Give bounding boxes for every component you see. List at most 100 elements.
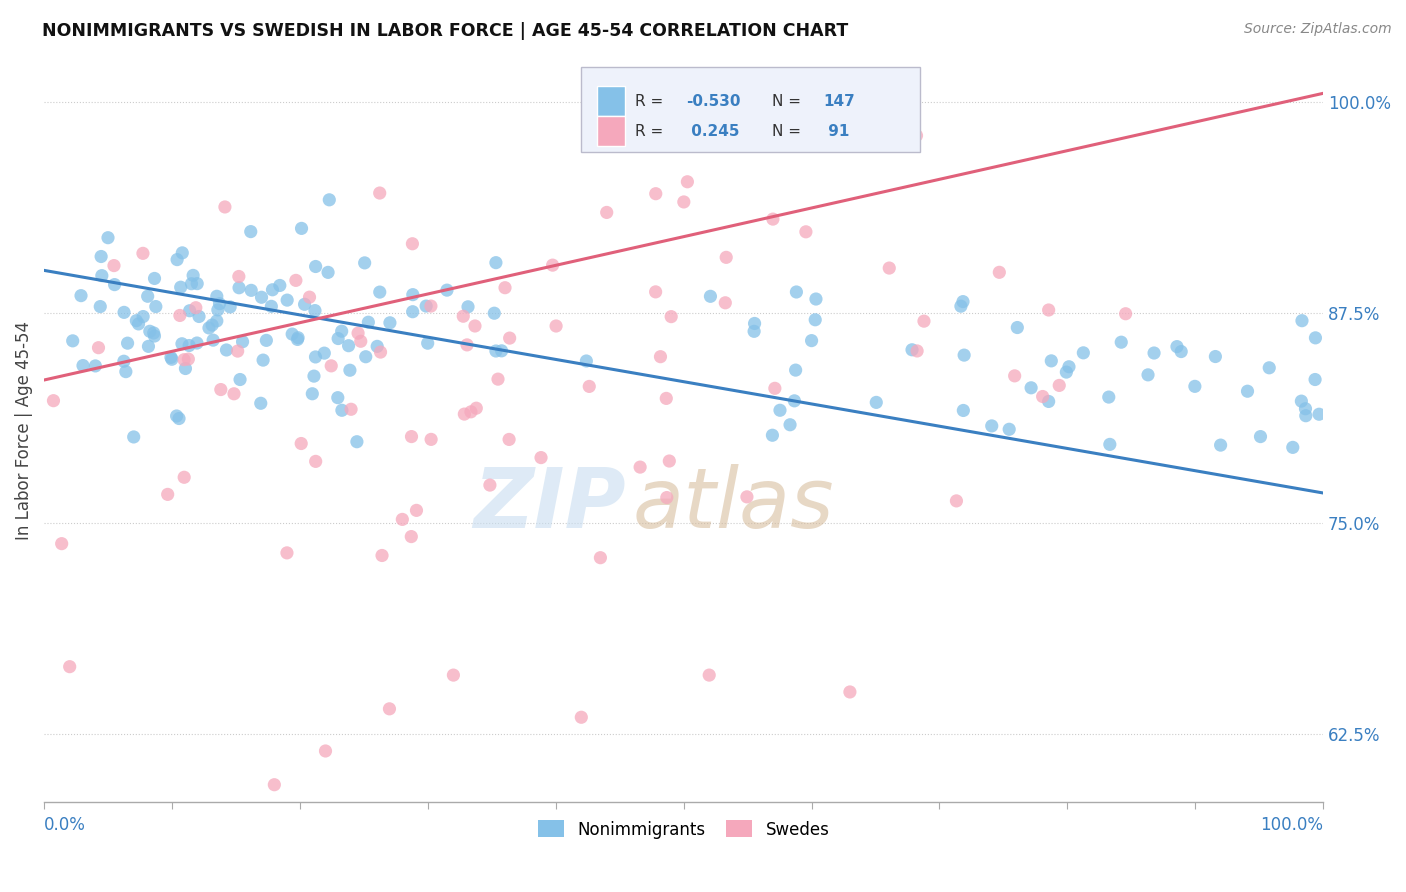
Point xyxy=(672,194,695,209)
FancyBboxPatch shape xyxy=(596,116,624,146)
Point xyxy=(353,256,375,270)
Point xyxy=(402,287,425,301)
Point xyxy=(451,310,474,324)
Point xyxy=(761,428,783,442)
Point xyxy=(290,436,312,450)
Point xyxy=(350,334,373,349)
Point xyxy=(170,336,193,351)
Point xyxy=(905,343,928,358)
Point xyxy=(139,324,162,338)
Point xyxy=(51,536,73,550)
Point xyxy=(952,403,974,417)
Point xyxy=(506,820,529,834)
Point xyxy=(169,309,191,323)
Point xyxy=(240,284,263,298)
Point xyxy=(762,212,785,227)
Point xyxy=(1047,378,1070,392)
Point xyxy=(337,339,360,353)
Point xyxy=(138,339,160,353)
Point xyxy=(172,245,194,260)
Point xyxy=(290,221,312,235)
Point xyxy=(97,230,120,244)
Point xyxy=(357,315,380,329)
Point xyxy=(1295,409,1317,423)
Point xyxy=(1143,346,1166,360)
FancyBboxPatch shape xyxy=(596,87,624,116)
Point xyxy=(209,383,232,397)
Point xyxy=(228,281,250,295)
Point xyxy=(1250,429,1272,443)
Point xyxy=(569,710,592,724)
Point xyxy=(208,296,231,310)
Point xyxy=(735,490,758,504)
Point xyxy=(112,305,135,319)
Point xyxy=(1170,344,1192,359)
Point xyxy=(156,487,179,501)
Point xyxy=(160,352,183,367)
Point xyxy=(368,186,391,200)
Text: Source: ZipAtlas.com: Source: ZipAtlas.com xyxy=(1244,22,1392,37)
Point xyxy=(304,303,326,318)
Text: R =: R = xyxy=(636,94,668,109)
Text: 147: 147 xyxy=(823,94,855,109)
Point xyxy=(491,343,513,358)
Point xyxy=(328,332,350,346)
Point xyxy=(263,778,285,792)
Point xyxy=(304,260,326,274)
Point xyxy=(401,530,423,544)
Y-axis label: In Labor Force | Age 45-54: In Labor Force | Age 45-54 xyxy=(15,321,32,540)
Point xyxy=(371,549,394,563)
Point xyxy=(877,261,900,276)
Point xyxy=(87,341,110,355)
Point xyxy=(716,251,738,265)
Point xyxy=(370,345,392,359)
Text: atlas: atlas xyxy=(633,464,834,545)
Point xyxy=(117,336,139,351)
Point xyxy=(330,324,353,338)
Point xyxy=(460,405,482,419)
Point xyxy=(1258,360,1281,375)
Point xyxy=(340,402,363,417)
Point xyxy=(160,351,183,365)
Point xyxy=(269,278,291,293)
Point xyxy=(354,350,377,364)
Point xyxy=(1303,372,1326,386)
Point xyxy=(166,252,188,267)
Text: R =: R = xyxy=(636,123,668,138)
Point xyxy=(697,668,720,682)
Point xyxy=(112,354,135,368)
Point xyxy=(1137,368,1160,382)
Point xyxy=(326,391,349,405)
Point xyxy=(174,361,197,376)
Point xyxy=(945,494,967,508)
Point xyxy=(226,344,249,359)
Point xyxy=(186,277,208,291)
Point xyxy=(416,336,439,351)
Point xyxy=(228,269,250,284)
Point xyxy=(200,812,222,826)
Point xyxy=(949,299,972,313)
Text: -0.530: -0.530 xyxy=(686,94,741,109)
Point xyxy=(219,300,242,314)
Point xyxy=(1007,320,1029,334)
Point xyxy=(405,503,427,517)
Point xyxy=(655,491,678,505)
Point xyxy=(419,299,441,313)
Point xyxy=(952,294,974,309)
Point xyxy=(276,293,298,307)
Point xyxy=(143,329,166,343)
Point xyxy=(368,285,391,299)
Point xyxy=(314,346,336,360)
Point xyxy=(90,268,112,283)
Point xyxy=(486,372,509,386)
Point xyxy=(578,379,600,393)
Point xyxy=(441,668,464,682)
Point xyxy=(315,744,337,758)
Point xyxy=(1032,390,1054,404)
Point xyxy=(184,301,207,315)
Point xyxy=(1019,381,1042,395)
Text: N =: N = xyxy=(772,123,806,138)
Point xyxy=(229,372,252,386)
Point xyxy=(304,350,326,364)
Point xyxy=(96,42,118,56)
